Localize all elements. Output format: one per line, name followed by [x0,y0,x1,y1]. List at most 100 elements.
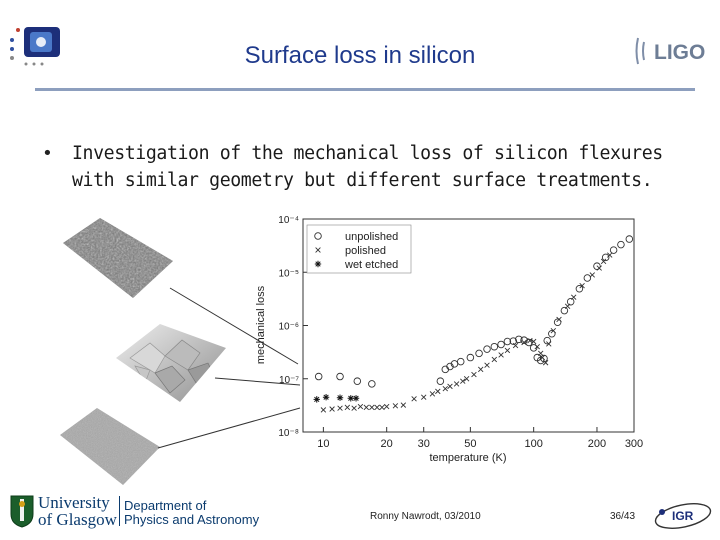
wet-etched-point [313,396,320,403]
polished-point [579,282,585,289]
polished-point [369,404,375,411]
legend-label: wet etched [344,259,398,271]
unpolished-point [529,344,538,352]
y-tick-label: 10⁻⁸ [278,428,299,439]
polished-point [442,385,449,392]
unpolished-point [436,377,445,385]
polished-point [570,294,577,300]
x-axis-label: temperature (K) [429,452,506,464]
unpolished-point [475,349,483,358]
unpolished-point [314,372,323,381]
unpolished-point [515,335,523,344]
polished-point [556,316,562,323]
ligo-wordmark: LIGO [654,41,705,64]
y-tick-label: 10⁻⁴ [278,215,299,226]
unpolished-point [625,235,634,243]
unpolished-point [314,232,322,240]
polished-point [383,403,390,410]
polished-point [530,338,537,345]
y-axis: 10⁻⁸ 10⁻⁷ 10⁻⁶ 10⁻⁵ 10⁻⁴ [278,215,308,439]
polished-point [589,272,596,278]
bullet-icon: • [42,143,53,164]
department-line-2: Physics and Astronomy [124,512,260,527]
legend-label: polished [345,245,386,257]
wet-etched-point [352,395,360,402]
unpolished-point [368,380,376,388]
y-tick-label: 10⁻⁵ [278,268,299,279]
unpolished-point [503,337,512,346]
x-tick-label: 200 [588,438,606,450]
polished-point [411,396,417,402]
connector-line-polished [157,407,301,449]
polished-point [534,343,540,350]
unpolished-point [575,284,584,293]
polished-point [447,383,453,390]
unpolished-point [553,318,562,327]
connector-line-wet-etched [214,377,301,386]
igr-logo: IGR [652,500,714,532]
wet-etched-point [347,395,354,402]
unpolished-point [543,336,551,345]
polished-point [607,252,613,258]
slide-title: Surface loss in silicon [244,42,476,69]
x-axis: 10 20 30 50 100 200 300 [317,427,643,450]
unpolished-point [593,262,601,270]
polished-point [537,350,544,357]
unpolished-point [509,337,518,345]
wet-etched-point [322,394,330,401]
unpolished-surface-image [55,213,180,303]
legend-box [306,224,412,274]
polished-point [392,403,399,409]
polished-point [521,339,527,346]
polished-point [400,402,407,408]
polished-point [329,406,335,412]
logo-divider [119,496,120,526]
unpolished-point [497,340,505,349]
polished-point [546,341,552,347]
polished-point [564,303,571,309]
unpolished-point [548,329,556,338]
unpolished-point [540,354,548,363]
polished-point [542,360,549,366]
unpolished-point [609,246,618,254]
polished-point [463,376,470,382]
polished-point [337,405,343,411]
polished-point [539,354,546,361]
unpolished-point [483,345,491,353]
polished-point [471,371,477,378]
unpolished-point [490,342,499,351]
polished-surface-image [55,405,165,490]
polished-point [477,366,484,373]
polished-point [498,352,504,358]
y-axis-label: mechanical loss [255,285,267,364]
data-points [313,235,634,413]
y-tick-label: 10⁻⁷ [279,375,299,386]
bullet-text: Investigation of the mechanical loss of … [72,143,663,191]
legend: unpolished polished wet etched [306,224,412,274]
unpolished-point [353,377,362,385]
unpolished-point [520,336,528,344]
y-tick-label: 10⁻⁶ [278,322,299,333]
unpolished-point [456,357,465,366]
polished-point [600,258,607,265]
legend-label: unpolished [345,231,398,243]
polished-point [379,404,385,411]
polished-point [374,404,380,411]
unpolished-point [560,306,569,315]
polished-point [596,265,602,271]
unpolished-point [336,372,344,381]
x-tick-label: 10 [317,438,329,450]
unpolished-point [617,240,625,249]
ligo-logo: LIGO [632,32,710,70]
unpolished-point [450,360,459,368]
x-tick-label: 100 [524,438,542,450]
page-number: 36/43 [610,511,636,522]
university-line-2: of Glasgow [38,510,117,529]
polished-point [420,394,427,400]
university-line-1: University [38,493,110,512]
polished-point [429,391,436,397]
footer-author: Ronny Nawrodt, 03/2010 [370,511,481,522]
unpolished-point [466,353,475,362]
wet-etched-point [314,260,322,268]
polished-point [484,362,490,368]
